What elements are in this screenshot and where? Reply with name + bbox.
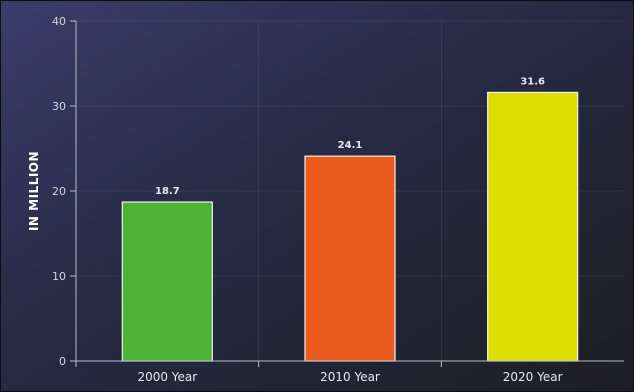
y-tick-label: 0 — [59, 355, 66, 368]
x-tick-label: 2000 Year — [137, 370, 197, 384]
data-label: 24.1 — [338, 140, 363, 151]
data-label: 31.6 — [520, 76, 545, 87]
bar — [121, 201, 213, 362]
bar — [487, 91, 579, 362]
y-tick-label: 10 — [52, 270, 66, 283]
labels: 0 10 20 30 40 18.7 2000 Year 24.1 2010 Year 31.6 2… — [52, 15, 563, 384]
bar — [304, 155, 396, 362]
x-tick-label: 2010 Year — [320, 370, 380, 384]
x-tick-label: 2020 Year — [503, 370, 563, 384]
data-label: 18.7 — [155, 186, 180, 197]
y-tick-label: 30 — [52, 100, 66, 113]
y-axis-title: IN MILLION — [27, 151, 41, 231]
y-tick-label: 20 — [52, 185, 66, 198]
axes — [70, 20, 624, 367]
y-tick-label: 40 — [52, 15, 66, 28]
bars — [121, 91, 579, 362]
